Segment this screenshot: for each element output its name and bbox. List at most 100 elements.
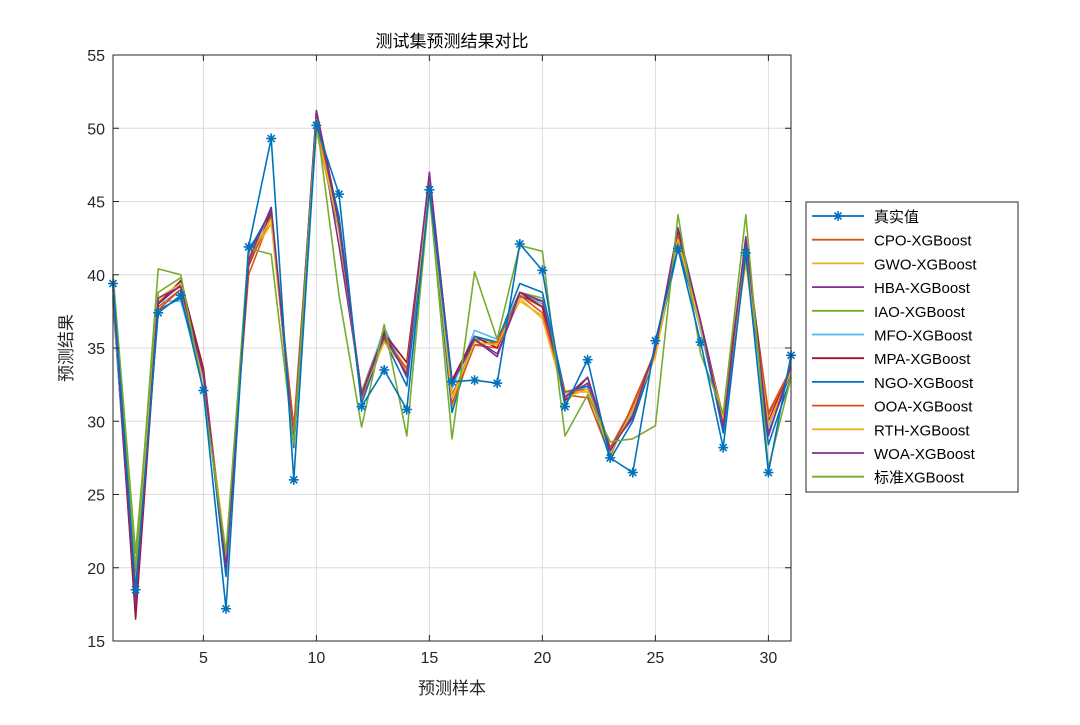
marker-stroke [583, 355, 592, 364]
data-point-marker [650, 335, 661, 346]
marker-stroke [380, 365, 389, 375]
marker-stroke [131, 585, 140, 594]
x-tick-label: 10 [308, 650, 326, 667]
legend-label: IAO-XGBoost [874, 304, 966, 321]
data-point-marker [514, 238, 525, 249]
y-tick-label: 40 [87, 268, 105, 285]
legend-label: 真实值 [874, 208, 919, 226]
x-axis-label: 预测样本 [418, 679, 486, 698]
legend-label: CPO-XGBoost [874, 233, 972, 250]
legend-label: HBA-XGBoost [874, 280, 971, 297]
marker-stroke [447, 377, 457, 386]
legend-label: GWO-XGBoost [874, 256, 977, 273]
data-point-marker [492, 378, 503, 389]
marker-stroke [267, 134, 276, 143]
marker-stroke [764, 468, 773, 477]
legend-label: NGO-XGBoost [874, 375, 974, 392]
y-tick-label: 35 [87, 341, 105, 358]
x-tick-label: 25 [647, 650, 665, 667]
data-point-marker [695, 337, 706, 348]
legend-label: WOA-XGBoost [874, 446, 976, 463]
marker-stroke [606, 453, 615, 462]
data-point-marker [763, 467, 774, 478]
marker-stroke [719, 443, 728, 452]
data-point-marker [469, 375, 480, 386]
data-point-marker [673, 243, 683, 254]
marker-stroke [402, 405, 411, 414]
x-tick-label: 30 [760, 650, 778, 667]
data-point-marker [447, 376, 457, 387]
legend-item: RTH-XGBoost [812, 422, 970, 439]
marker-stroke [651, 336, 660, 345]
legend-item: OOA-XGBoost [812, 399, 973, 416]
data-point-marker [175, 290, 186, 301]
legend: 真实值 CPO-XGBoost GWO-XGBoost HBA-XGBoost IAO-… [805, 201, 1019, 493]
y-tick-label: 55 [87, 48, 105, 65]
legend-item: NGO-XGBoost [812, 375, 974, 392]
legend-item: GWO-XGBoost [812, 256, 977, 273]
y-tick-label: 30 [87, 414, 105, 431]
legend-item: WOA-XGBoost [812, 446, 976, 463]
data-point-marker [582, 354, 593, 365]
data-point-marker [311, 120, 322, 131]
data-point-marker [130, 584, 141, 595]
legend-label: OOA-XGBoost [874, 399, 973, 416]
marker-stroke [199, 386, 208, 395]
data-point-marker [266, 133, 277, 144]
chart-title: 测试集预测结果对比 [376, 32, 529, 51]
legend-item: MFO-XGBoost [812, 328, 973, 345]
marker-stroke [425, 185, 434, 194]
marker-stroke [176, 291, 185, 300]
data-point-marker [198, 385, 209, 396]
y-axis-label: 预测结果 [57, 314, 76, 382]
legend-item: MPA-XGBoost [812, 351, 971, 368]
data-point-marker [153, 307, 164, 318]
data-point-marker [221, 603, 231, 614]
x-tick-label: 20 [534, 650, 552, 667]
legend-marker-stroke [833, 211, 843, 221]
data-point-marker [740, 247, 751, 258]
marker-stroke [357, 402, 366, 411]
marker-stroke [696, 338, 705, 347]
marker-stroke [312, 121, 321, 130]
legend-item: 真实值 [812, 208, 919, 226]
legend-label: RTH-XGBoost [874, 422, 970, 439]
marker-stroke [289, 475, 298, 484]
legend-label: MPA-XGBoost [874, 351, 971, 368]
legend-label: 标准XGBoost [874, 470, 965, 487]
marker-stroke [470, 376, 479, 385]
legend-item: HBA-XGBoost [812, 280, 971, 297]
legend-label: MFO-XGBoost [874, 328, 973, 345]
series-line-9 [112, 127, 792, 587]
data-point-marker [243, 241, 254, 252]
data-point-marker [356, 401, 367, 412]
legend-box [805, 201, 1019, 493]
y-tick-label: 20 [87, 561, 105, 578]
legend-item: 标准XGBoost [812, 470, 965, 487]
y-tick-label: 45 [87, 195, 105, 212]
marker-stroke [154, 308, 163, 317]
marker-stroke [560, 402, 570, 411]
marker-stroke [628, 468, 637, 477]
data-point-marker [401, 404, 412, 415]
marker-stroke [741, 248, 750, 257]
data-point-marker [379, 364, 390, 375]
marker-stroke [515, 239, 524, 249]
marker-stroke [538, 266, 547, 275]
y-tick-label: 15 [87, 634, 105, 651]
data-point-marker [560, 401, 570, 412]
marker-stroke [221, 604, 231, 613]
series-lines [112, 109, 792, 620]
y-tick-label: 25 [87, 488, 105, 505]
data-point-marker [424, 184, 435, 195]
series-line-11 [112, 118, 792, 569]
marker-stroke [673, 244, 683, 253]
data-point-marker [718, 442, 729, 453]
marker-stroke [334, 190, 344, 199]
x-tick-label: 15 [421, 650, 439, 667]
x-tick-label: 5 [199, 650, 208, 667]
legend-item: IAO-XGBoost [812, 304, 966, 321]
axis-ticks: 5 10 15 20 25 30 15 20 25 30 35 40 45 50 55 [87, 48, 791, 667]
